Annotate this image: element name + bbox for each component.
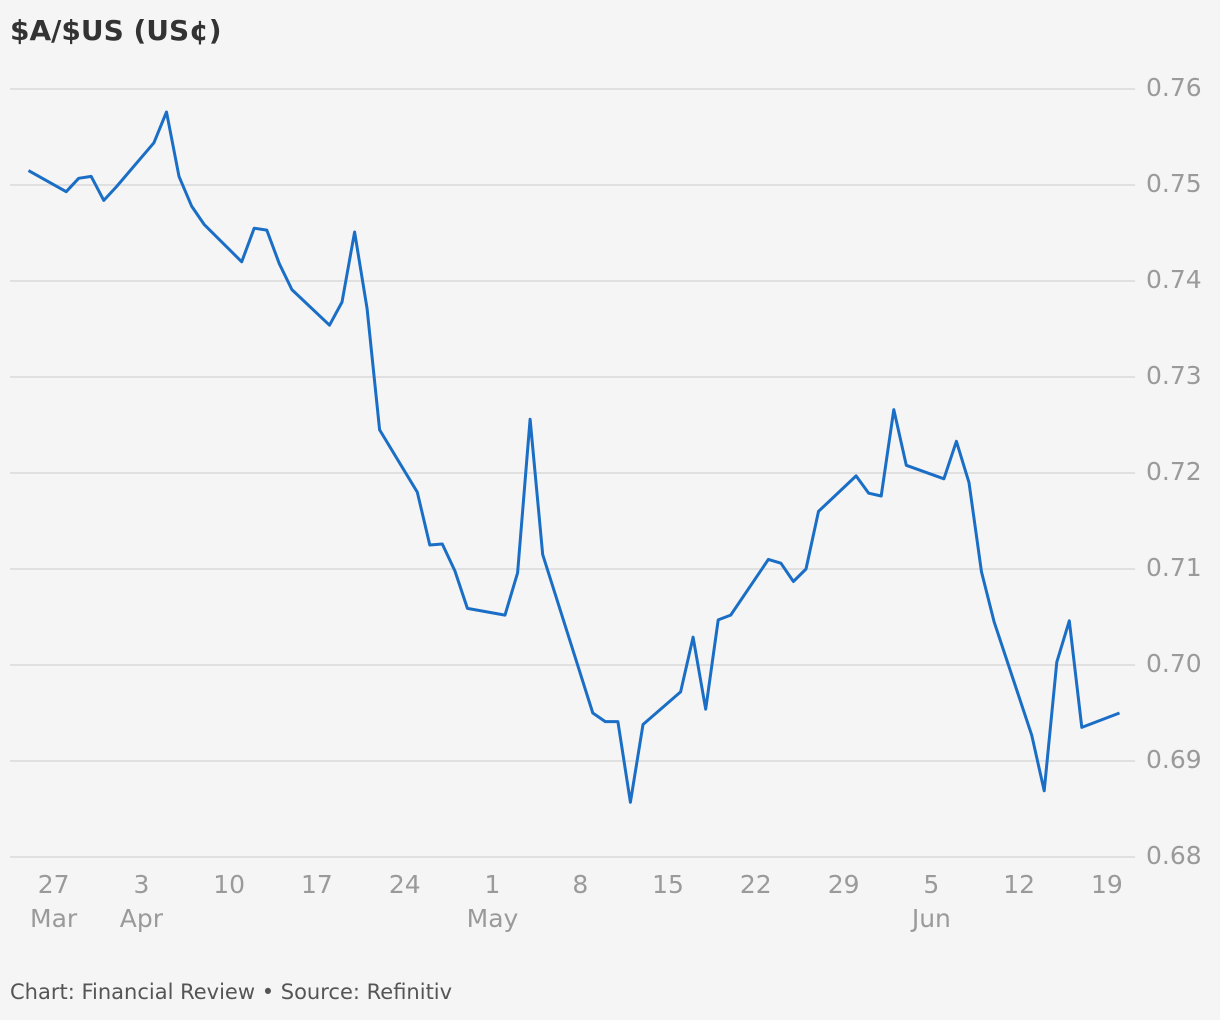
y-tick-label: 0.74 <box>1146 265 1202 294</box>
y-tick-label: 0.70 <box>1146 649 1202 678</box>
x-tick-label: 15 <box>652 870 684 899</box>
y-tick-label: 0.73 <box>1146 361 1202 390</box>
x-tick-label: 29 <box>828 870 860 899</box>
chart-title: $A/$US (US¢) <box>10 14 222 47</box>
y-tick-label: 0.68 <box>1146 841 1202 870</box>
y-tick-label: 0.71 <box>1146 553 1202 582</box>
y-tick-label: 0.72 <box>1146 457 1202 486</box>
x-tick-label: 5 <box>923 870 939 899</box>
x-tick-label: 22 <box>740 870 772 899</box>
x-tick-month: Apr <box>120 904 164 933</box>
x-tick-month: Jun <box>910 904 951 933</box>
y-tick-label: 0.76 <box>1146 73 1202 102</box>
x-tick-label: 3 <box>133 870 149 899</box>
x-tick-label: 12 <box>1003 870 1035 899</box>
y-tick-label: 0.69 <box>1146 745 1202 774</box>
x-tick-label: 27 <box>38 870 70 899</box>
x-tick-label: 19 <box>1091 870 1123 899</box>
x-tick-label: 8 <box>572 870 588 899</box>
data-line <box>27 110 1121 804</box>
x-tick-label: 1 <box>485 870 501 899</box>
x-tick-label: 10 <box>213 870 245 899</box>
x-tick-month: Mar <box>30 904 78 933</box>
source-note: Chart: Financial Review • Source: Refini… <box>10 980 452 1004</box>
x-tick-month: May <box>467 904 519 933</box>
x-tick-label: 24 <box>389 870 421 899</box>
x-tick-label: 17 <box>301 870 333 899</box>
y-tick-label: 0.75 <box>1146 169 1202 198</box>
